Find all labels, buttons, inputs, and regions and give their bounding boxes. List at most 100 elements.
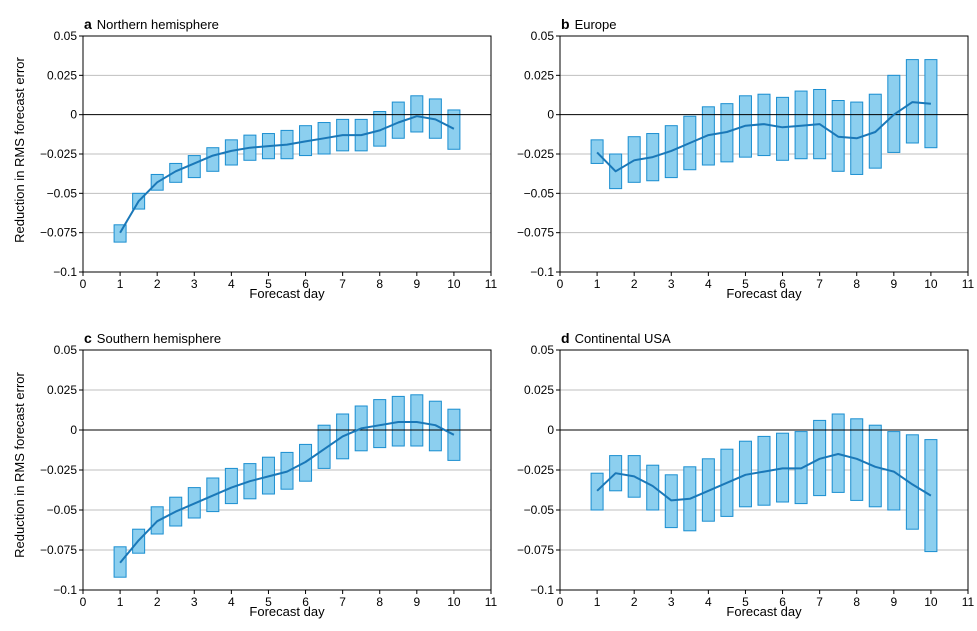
y-tick-label: 0.05 bbox=[531, 343, 555, 357]
x-tick-label: 1 bbox=[117, 595, 124, 609]
x-tick-label: 4 bbox=[705, 595, 712, 609]
range-box bbox=[590, 472, 604, 511]
y-tick-label: −0.1 bbox=[530, 265, 554, 279]
y-tick-label: 0.025 bbox=[524, 68, 554, 82]
x-tick-label: 11 bbox=[485, 595, 498, 609]
y-tick-label: −0.075 bbox=[40, 543, 77, 557]
y-axis-label-bottom: Reduction in RMS forecast error bbox=[12, 371, 27, 557]
y-tick-label: 0 bbox=[547, 423, 554, 437]
range-box bbox=[410, 394, 424, 447]
y-tick-label: −0.05 bbox=[524, 186, 555, 200]
y-tick-label: −0.025 bbox=[40, 463, 77, 477]
range-box bbox=[169, 162, 183, 183]
x-axis-label: Forecast day bbox=[249, 604, 325, 619]
x-tick-label: 0 bbox=[557, 277, 564, 291]
x-tick-label: 7 bbox=[816, 595, 823, 609]
panel-letter: a bbox=[84, 16, 92, 32]
y-tick-label: 0 bbox=[70, 423, 77, 437]
panels: a Northern hemisphere 0.05 0.025 0 −0.025 −0.0… bbox=[40, 16, 975, 619]
panel-title-text: Continental USA bbox=[575, 331, 671, 346]
range-box bbox=[905, 434, 919, 530]
x-tick-label: 9 bbox=[413, 277, 420, 291]
y-tick-label: 0.025 bbox=[47, 383, 77, 397]
x-tick-label: 1 bbox=[117, 277, 124, 291]
panel-title: c Southern hemisphere bbox=[84, 330, 221, 346]
panel-letter: c bbox=[84, 330, 92, 346]
x-tick-label: 3 bbox=[668, 595, 675, 609]
panel-title: a Northern hemisphere bbox=[84, 16, 219, 32]
x-tick-label: 3 bbox=[191, 277, 198, 291]
range-box bbox=[924, 439, 938, 553]
panel-title-text: Southern hemisphere bbox=[97, 331, 221, 346]
range-box bbox=[646, 464, 660, 511]
panel-title: b Europe bbox=[561, 16, 616, 32]
x-tick-label: 9 bbox=[413, 595, 420, 609]
panel-title: d Continental USA bbox=[561, 330, 671, 346]
range-box bbox=[187, 155, 201, 179]
mean-line bbox=[119, 115, 455, 234]
x-tick-label: 9 bbox=[890, 595, 897, 609]
x-tick-label: 8 bbox=[376, 277, 383, 291]
x-tick-label: 1 bbox=[594, 277, 601, 291]
panel-letter: d bbox=[561, 330, 570, 346]
y-tick-label: −0.025 bbox=[40, 147, 77, 161]
panel-c: c Southern hemisphere 0.05 0.025 0 −0.025 −0.0… bbox=[40, 330, 498, 619]
y-tick-label: −0.1 bbox=[53, 265, 77, 279]
y-tick-label: −0.05 bbox=[47, 503, 78, 517]
x-tick-label: 9 bbox=[890, 277, 897, 291]
x-tick-label: 4 bbox=[228, 595, 235, 609]
mean-line bbox=[596, 101, 931, 173]
y-tick-label: 0.05 bbox=[531, 29, 555, 43]
x-tick-label: 5 bbox=[742, 595, 749, 609]
x-axis-label: Forecast day bbox=[726, 286, 802, 301]
y-tick-label: −0.075 bbox=[517, 543, 554, 557]
mean-line bbox=[119, 421, 455, 564]
x-tick-label: 8 bbox=[853, 595, 860, 609]
y-tick-label: 0 bbox=[547, 108, 554, 122]
x-tick-label: 6 bbox=[302, 277, 309, 291]
x-tick-label: 11 bbox=[962, 595, 975, 609]
range-box bbox=[410, 95, 424, 133]
y-tick-label: −0.025 bbox=[517, 463, 554, 477]
x-tick-label: 6 bbox=[302, 595, 309, 609]
y-tick-label: −0.1 bbox=[530, 583, 554, 597]
x-tick-label: 8 bbox=[376, 595, 383, 609]
x-tick-label: 3 bbox=[191, 595, 198, 609]
y-axis-label-top: Reduction in RMS forecast error bbox=[12, 56, 27, 242]
x-tick-label: 0 bbox=[80, 595, 87, 609]
mean-line bbox=[596, 453, 932, 502]
y-tick-label: 0 bbox=[70, 108, 77, 122]
x-tick-label: 2 bbox=[154, 277, 161, 291]
x-axis-label: Forecast day bbox=[726, 604, 802, 619]
x-tick-label: 4 bbox=[705, 277, 712, 291]
y-tick-label: −0.05 bbox=[47, 186, 78, 200]
y-tick-label: −0.05 bbox=[524, 503, 555, 517]
range-box bbox=[317, 424, 331, 469]
x-tick-label: 4 bbox=[228, 277, 235, 291]
x-tick-label: 1 bbox=[594, 595, 601, 609]
x-tick-label: 5 bbox=[265, 595, 272, 609]
range-box bbox=[590, 139, 604, 164]
x-tick-label: 7 bbox=[816, 277, 823, 291]
x-tick-label: 5 bbox=[265, 277, 272, 291]
x-tick-label: 2 bbox=[631, 277, 638, 291]
x-tick-label: 6 bbox=[779, 277, 786, 291]
x-tick-label: 5 bbox=[742, 277, 749, 291]
y-tick-label: 0.05 bbox=[54, 343, 78, 357]
x-tick-label: 7 bbox=[339, 277, 346, 291]
x-tick-label: 10 bbox=[447, 277, 461, 291]
y-tick-label: −0.075 bbox=[517, 226, 554, 240]
x-tick-label: 0 bbox=[557, 595, 564, 609]
x-tick-label: 7 bbox=[339, 595, 346, 609]
x-tick-label: 2 bbox=[154, 595, 161, 609]
range-box bbox=[447, 408, 461, 461]
x-tick-label: 11 bbox=[962, 277, 975, 291]
x-tick-label: 11 bbox=[485, 277, 498, 291]
y-tick-label: −0.075 bbox=[40, 226, 77, 240]
panel-a: a Northern hemisphere 0.05 0.025 0 −0.025 −0.0… bbox=[40, 16, 498, 301]
panel-title-text: Europe bbox=[575, 17, 617, 32]
x-tick-label: 10 bbox=[924, 277, 938, 291]
x-tick-label: 6 bbox=[779, 595, 786, 609]
